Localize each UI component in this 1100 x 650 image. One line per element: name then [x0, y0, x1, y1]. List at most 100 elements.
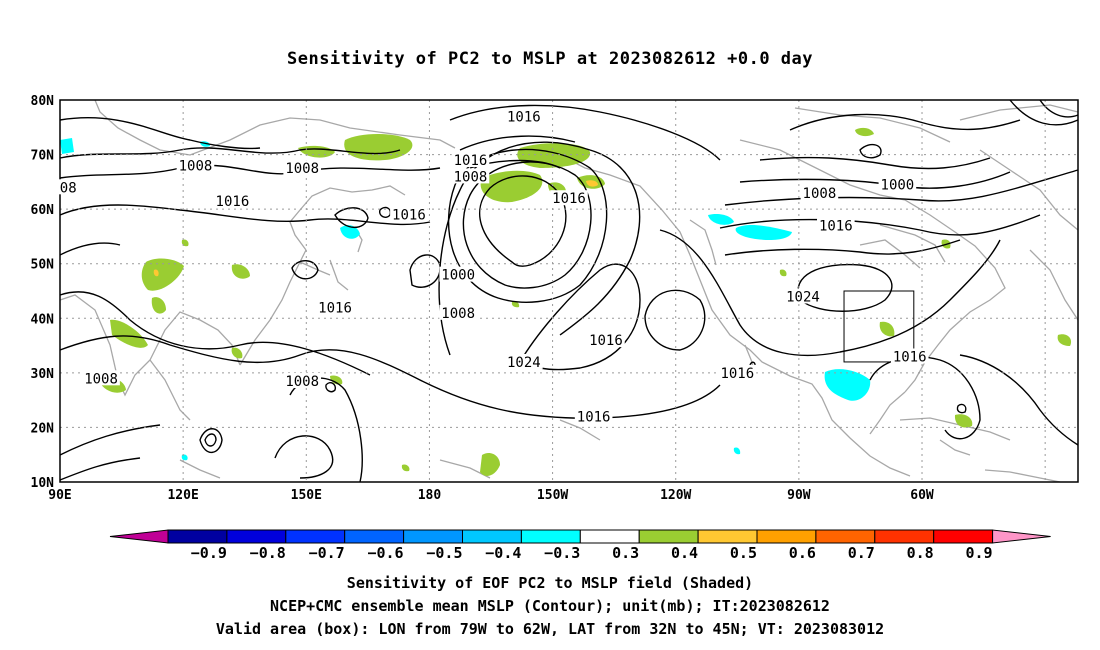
lat-lon-grid [60, 100, 1078, 482]
colorbar-tick-label: −0.7 [309, 544, 345, 562]
colorbar-swatch [874, 529, 935, 544]
colorbar-swatch [403, 529, 464, 544]
contour-label-bg [176, 157, 215, 173]
contour-label-bg [718, 364, 757, 380]
contour-label-bg [451, 152, 490, 168]
contour-label-bg [550, 190, 588, 206]
contour-label-bg [784, 288, 822, 304]
contour-label: 1024 [507, 355, 541, 371]
colorbar-swatch [697, 529, 758, 544]
mslp-contours [59, 99, 1079, 483]
contour-label-bg [505, 108, 543, 124]
plot-title: Sensitivity of PC2 to MSLP at 2023082612… [286, 49, 813, 69]
contour-label: 1016 [507, 109, 541, 125]
contour-label-bg [390, 206, 428, 222]
valid-area-box [843, 290, 915, 363]
lon-tick-label: 120E [167, 488, 198, 503]
lon-tick-label: 150W [537, 488, 568, 503]
lon-tick-label: 90W [787, 488, 811, 503]
colorbar-swatch [520, 529, 581, 544]
contour-label-bg [439, 266, 477, 282]
colorbar-swatch [167, 529, 228, 544]
colorbar-tick-label: −0.3 [544, 544, 580, 562]
contour-label: 1016 [720, 366, 754, 382]
contour-label: 1000 [881, 178, 915, 194]
colorbar: −0.9 −0.8 −0.7 −0.6 −0.5 −0.4 −0.3 0.3 0.4 0.5 0.6… [109, 529, 1051, 562]
contour-label-bg [316, 299, 354, 315]
contour-label: 1016 [552, 191, 586, 207]
contour-label: 1008 [285, 374, 319, 390]
lat-tick-label: 10N [31, 476, 55, 491]
caption-line-3: Valid area (box): LON from 79W to 62W, L… [215, 620, 885, 638]
colorbar-left-extension [109, 529, 169, 544]
colorbar-tick-label: 0.5 [730, 544, 757, 562]
contour-label: 1016 [893, 349, 927, 365]
colorbar-swatch [579, 529, 640, 544]
contour-label: 1008 [84, 371, 118, 387]
colorbar-tick-label: −0.5 [426, 544, 462, 562]
contour-label: 1000 [441, 268, 475, 284]
map-frame [59, 99, 1079, 483]
contour-label-bg [800, 184, 839, 200]
contour-label: 1016 [454, 153, 488, 169]
lat-tick-label: 60N [31, 203, 55, 218]
contour-label: 1016 [216, 194, 250, 210]
lat-tick-label: 70N [31, 149, 55, 164]
contour-label-bg [817, 217, 855, 233]
colorbar-swatch [638, 529, 699, 544]
contour-label-bg [505, 353, 543, 369]
contour-label: 1008 [441, 306, 475, 322]
contour-label-bg [439, 304, 477, 320]
contour-label-bg [878, 176, 917, 192]
lon-tick-label: 90E [48, 488, 71, 503]
lon-tick-label: 120W [660, 488, 691, 503]
contour-label: 1008 [179, 158, 213, 174]
caption-line-2: NCEP+CMC ensemble mean MSLP (Contour); u… [270, 597, 830, 615]
colorbar-tick-label: −0.8 [250, 544, 286, 562]
lon-tick-label: 180 [418, 488, 442, 503]
contour-label-bg [213, 192, 252, 208]
contour-label-bg [283, 373, 321, 389]
caption-line-1: Sensitivity of EOF PC2 to MSLP field (Sh… [346, 574, 754, 592]
colorbar-tick-label: 0.9 [966, 544, 993, 562]
contour-label-bg [283, 160, 321, 176]
contour-label-bg [574, 408, 613, 424]
lat-tick-label: 40N [31, 312, 55, 327]
lon-tick-label: 150E [291, 488, 322, 503]
contour-label: 1016 [318, 300, 352, 316]
contour-label: 1016 [392, 208, 426, 224]
lat-tick-label: 20N [31, 421, 55, 436]
contour-label: 1008 [285, 161, 319, 177]
colorbar-swatch [756, 529, 817, 544]
contour-label: 1024 [786, 289, 820, 305]
lat-tick-label: 30N [31, 367, 55, 382]
lon-tick-label: 60W [910, 488, 934, 503]
colorbar-tick-label: −0.6 [367, 544, 403, 562]
colorbar-tick-label: 0.8 [907, 544, 934, 562]
contour-label-bg [587, 332, 625, 348]
contour-label-bg [57, 179, 79, 195]
contour-label-bg [890, 348, 929, 364]
contour-label: 1008 [803, 186, 837, 202]
colorbar-swatch [226, 529, 287, 544]
colorbar-tick-label: 0.4 [671, 544, 698, 562]
colorbar-swatch [285, 529, 346, 544]
colorbar-swatch [462, 529, 522, 544]
colorbar-swatch [344, 529, 405, 544]
contour-label-bg [82, 370, 120, 386]
contour-label: 1016 [577, 410, 611, 426]
contour-label-bg [451, 168, 490, 184]
colorbar-tick-label: 0.7 [848, 544, 875, 562]
colorbar-swatch [933, 529, 994, 544]
contour-label: 1016 [589, 333, 623, 349]
colorbar-tick-label: −0.9 [191, 544, 227, 562]
colorbar-tick-label: 0.3 [612, 544, 639, 562]
lat-tick-label: 80N [31, 94, 55, 109]
colorbar-right-extension [992, 529, 1051, 544]
contour-label: 1008 [454, 169, 488, 185]
colorbar-swatch [815, 529, 876, 544]
contour-label: 1016 [819, 219, 853, 235]
